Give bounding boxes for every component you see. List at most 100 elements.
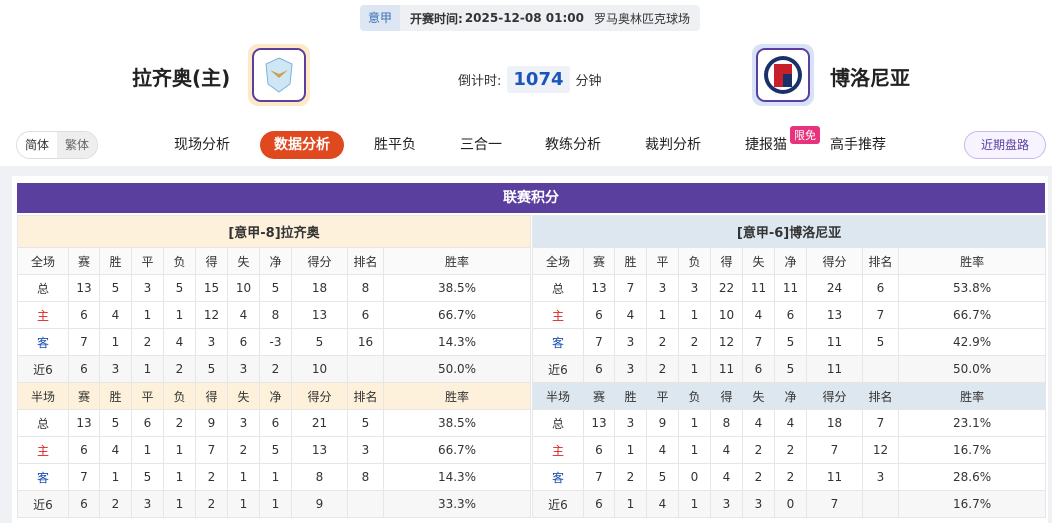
nav-tab[interactable]: 裁判分析 [645, 137, 701, 153]
stat-cell: 8 [291, 463, 348, 491]
stat-cell: 8 [347, 274, 384, 302]
header-row: 全场赛胜平负得失净得分 排名 胜率 [532, 247, 1047, 275]
stat-cell: 1 [163, 301, 196, 329]
header-cell: 平 [646, 382, 679, 410]
stat-cell: 1 [678, 409, 711, 437]
row-label: 主 [532, 436, 584, 464]
stat-cell: 1 [259, 490, 292, 518]
home-team[interactable]: 拉齐奥(主) [132, 66, 231, 90]
stat-cell: 5 [99, 409, 132, 437]
header-cell: 负 [678, 382, 711, 410]
stat-cell: 1 [163, 436, 196, 464]
away-team[interactable]: 博洛尼亚 [830, 66, 910, 90]
simplified[interactable]: 简体 [17, 132, 57, 158]
stat-cell: 6 [583, 436, 615, 464]
data-row: 近6 6 1 4 1 3 3 0 7 16.7% [532, 490, 1047, 518]
row-label: 主 [17, 301, 69, 329]
stat-cell: 0 [774, 490, 807, 518]
stat-cell: 7 [806, 436, 863, 464]
stat-cell: 1 [163, 463, 196, 491]
stat-cell: 2 [227, 436, 260, 464]
data-row: 总 13 5 3 5 15 10 5 18 8 38.5% [17, 274, 532, 302]
stat-cell: 5 [291, 328, 348, 356]
table-title: [意甲-8]拉齐奥 [16, 215, 532, 248]
nav-tab[interactable]: 现场分析 [174, 137, 230, 153]
header-cell: 胜率 [897, 247, 1047, 275]
stat-cell: 9 [291, 490, 348, 518]
header-cell: 净 [774, 247, 807, 275]
league[interactable]: 意甲 [360, 5, 401, 31]
row-label: 主 [532, 301, 584, 329]
header-row: 半场赛胜平负得失净得分 排名 胜率 [17, 382, 532, 410]
stat-cell: 14.3% [382, 328, 532, 356]
header-cell: 得分 [806, 382, 863, 410]
row-label: 近6 [532, 490, 584, 518]
home-logo[interactable] [248, 44, 310, 106]
stat-cell: 6 [742, 355, 775, 383]
stat-cell: 53.8% [897, 274, 1047, 302]
header-cell: 得 [195, 382, 228, 410]
stat-cell: 5 [774, 328, 807, 356]
row-label: 客 [17, 328, 69, 356]
stat-cell: 7 [583, 328, 615, 356]
stat-cell: 12 [195, 301, 228, 329]
stat-cell: 6 [583, 301, 615, 329]
row-label: 客 [17, 463, 69, 491]
data-row: 客 7 3 2 2 12 7 5 11 5 42.9% [532, 328, 1047, 356]
header-cell: 得 [710, 382, 743, 410]
stat-cell: 1 [678, 490, 711, 518]
stat-cell: 7 [806, 490, 863, 518]
nav-tab[interactable]: 教练分析 [545, 137, 601, 153]
stat-cell: 2 [774, 436, 807, 464]
stat-cell: 6 [131, 409, 164, 437]
countdown-unit: 分钟 [575, 74, 602, 89]
header-cell: 得分 [806, 247, 863, 275]
stat-cell: 6 [774, 301, 807, 329]
stat-cell: 1 [99, 328, 132, 356]
stat-cell: 3 [646, 274, 679, 302]
stat-cell: 8 [710, 409, 743, 437]
stat-cell: 1 [131, 355, 164, 383]
stat-cell: 5 [259, 274, 292, 302]
data-row: 主 6 4 1 1 12 4 8 13 6 66.7% [17, 301, 532, 329]
stat-cell: 2 [163, 409, 196, 437]
venue: 罗马奥林匹克球场 [593, 11, 690, 26]
stat-cell: 1 [99, 463, 132, 491]
header-cell: 排名 [347, 247, 384, 275]
stat-cell: 11 [710, 355, 743, 383]
stat-cell: 6 [68, 490, 100, 518]
nav-tab[interactable]: 三合一 [460, 137, 502, 153]
stat-cell: 10 [227, 274, 260, 302]
stat-cell: 16 [347, 328, 384, 356]
stat-cell: 3 [614, 355, 647, 383]
countdown-label: 倒计时: [458, 74, 502, 89]
header-cell: 全场 [17, 247, 69, 275]
stat-cell: 4 [710, 463, 743, 491]
data-row: 总 13 7 3 3 22 11 11 24 6 53.8% [532, 274, 1047, 302]
traditional[interactable]: 繁体 [57, 132, 97, 158]
stat-cell [347, 355, 384, 383]
stat-cell: 66.7% [897, 301, 1047, 329]
stat-cell: 24 [806, 274, 863, 302]
data-row: 近6 6 2 3 1 2 1 1 9 33.3% [17, 490, 532, 518]
stat-cell [862, 355, 899, 383]
away-logo[interactable] [752, 44, 814, 106]
data-row: 主 6 4 1 1 10 4 6 13 7 66.7% [532, 301, 1047, 329]
recent-odds-button[interactable]: 近期盘路 [964, 131, 1046, 159]
match-info-bar: 意甲 开赛时间: 2025-12-08 01:00 罗马奥林匹克球场 [360, 5, 700, 31]
stat-cell: 4 [742, 301, 775, 329]
stat-cell: 50.0% [382, 355, 532, 383]
nav-tab[interactable]: 胜平负 [374, 137, 416, 153]
nav-tab[interactable]: 捷报猫 [745, 137, 787, 153]
nav-tab[interactable]: 高手推荐 [830, 137, 886, 153]
stat-cell: 13 [806, 301, 863, 329]
header-cell: 失 [742, 382, 775, 410]
row-label: 近6 [532, 355, 584, 383]
nav-tab[interactable]: 数据分析 [260, 131, 344, 159]
stat-cell: 3 [614, 409, 647, 437]
header-cell: 平 [131, 382, 164, 410]
header-cell: 净 [774, 382, 807, 410]
stat-cell: 1 [131, 436, 164, 464]
stat-cell: 5 [646, 463, 679, 491]
stat-cell: 4 [614, 301, 647, 329]
